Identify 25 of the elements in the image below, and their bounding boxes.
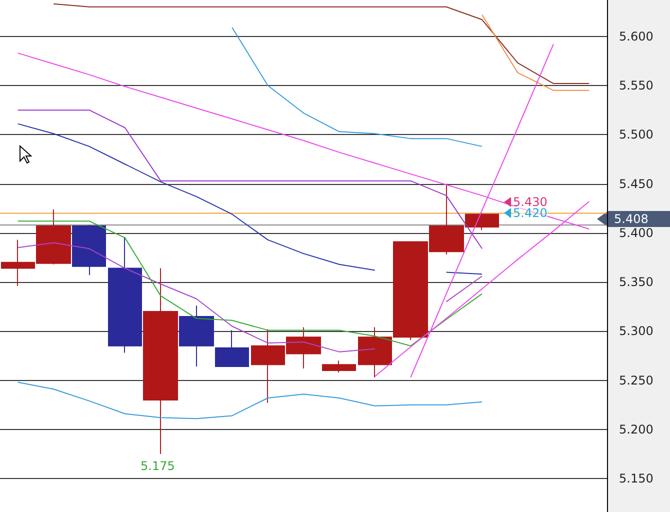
annotation: 5.175 — [140, 459, 175, 474]
y-tick-label: 5.300 — [619, 324, 654, 338]
y-tick-label: 5.200 — [619, 422, 654, 436]
y-tick-label: 5.550 — [619, 78, 654, 92]
line-series — [53, 3, 590, 84]
candlestick — [72, 224, 106, 276]
y-tick-label: 5.250 — [619, 373, 654, 388]
line-series — [17, 220, 483, 346]
y-tick-label: 5.500 — [619, 128, 654, 142]
candlestick — [322, 360, 356, 373]
annotation: 5.420 — [513, 206, 548, 220]
candlestick — [215, 330, 249, 368]
y-tick-label: 5.150 — [619, 472, 654, 486]
annotation: 5.430 — [513, 195, 548, 209]
y-tick-label: 5.600 — [619, 29, 654, 44]
ref-line-label: 5.408 — [614, 212, 648, 226]
candlestick — [108, 236, 142, 354]
y-tick-label: 5.400 — [619, 226, 654, 240]
line-series — [17, 382, 483, 420]
y-tick-label: 5.450 — [619, 176, 654, 191]
candlestick — [143, 268, 178, 455]
candlestick — [179, 305, 214, 368]
line-series — [232, 27, 483, 147]
y-tick-label: 5.350 — [619, 275, 654, 290]
line-series — [17, 110, 483, 250]
